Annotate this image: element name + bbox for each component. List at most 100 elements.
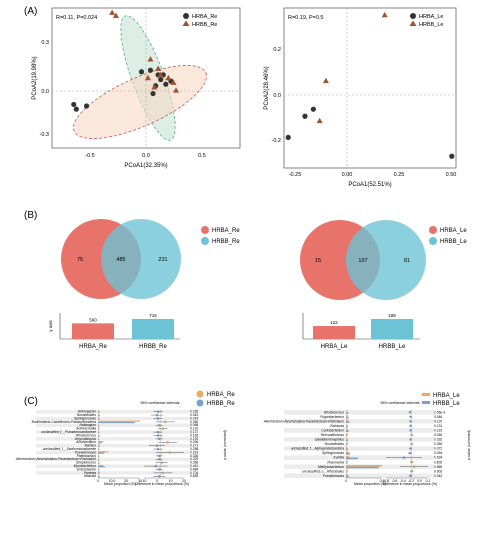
- extbar-re-xlabel-right: Difference in mean proportions (%): [135, 482, 189, 486]
- extbar-re-row-bg-18: [36, 471, 190, 475]
- extbar-le-pvalue-label: p-value (corrected): [467, 430, 471, 459]
- pcoa-le-point-1-0: [381, 11, 388, 18]
- legend-text-hrbb-le: HRBB_Le: [440, 239, 467, 245]
- extbar-re-xtick-right-1: 0: [156, 479, 158, 483]
- venn-le-circle-b: [346, 220, 426, 300]
- pcoa-le-ytick-0: 0.2: [273, 47, 281, 53]
- extbar-le-pvalue-0: 2.56e-3: [434, 410, 445, 414]
- extbar-le-xlabel-left: Mean proportion (%): [354, 482, 386, 486]
- extbar-le-row-bg-14: [284, 473, 434, 478]
- ext-legend-swatch-hrba-le: [422, 393, 430, 396]
- extbar-re-bar-a-13: [98, 454, 100, 456]
- pcoa-re-point-0-9: [150, 90, 156, 97]
- extbar-le-bar-a-9: [346, 451, 349, 453]
- extbar-re-bar-b-12: [98, 452, 105, 454]
- extbar-re-pvalue-8: 0.193: [190, 437, 198, 441]
- extbar-le-pvalue-5: 0.260: [434, 433, 442, 437]
- extbar-re-xtick-right-0: -10: [142, 479, 147, 483]
- venn-re-bar-0: [72, 323, 114, 339]
- extbar-re-bar-b-14: [98, 459, 100, 461]
- extbar-re-diff-point-14: [158, 458, 161, 461]
- pcoa-le-annotation: R=0.19, P=0.5: [288, 15, 323, 21]
- ext-legend-text-hrba-re: HRBA_Re: [207, 392, 235, 398]
- extbar-re-bar-b-16: [98, 466, 105, 468]
- ext-legend-text-hrbb-le: HRBB_Le: [433, 401, 460, 407]
- extbar-le-bar-a-7: [346, 442, 348, 444]
- pcoa-re-point-1-9: [144, 74, 151, 81]
- pcoa-re-point-1-2: [147, 56, 154, 62]
- extbar-le-xtick-left-1: 0.5: [380, 479, 385, 483]
- legend-text-hrbb-re: HRBB_Re: [212, 239, 240, 245]
- extbar-le-category-2: Allorhizobium-Neorhizobium-Pararhizobium…: [263, 419, 345, 423]
- extbar-re-diff-point-2: [156, 417, 160, 420]
- extbar-re-pvalue-1: 0.042: [190, 413, 198, 417]
- extbar-re-pvalue-label: p-value (corrected): [223, 430, 227, 459]
- venn-re-bar-1: [132, 319, 174, 339]
- pcoa-re-point-0-4: [147, 67, 154, 73]
- extbar-re-category-15: Streptomyces: [76, 461, 97, 465]
- pcoa-re-ylabel: PCoA2(19.98%): [32, 56, 38, 99]
- extbar-re-pvalue-0: 0.028: [190, 410, 198, 414]
- extbar-re-diff-point-10: [155, 444, 159, 447]
- pcoa-le-chart: R=0.19, P=0.5 HRBA_Le HRBB_Le -0.25 0.00…: [264, 7, 457, 188]
- extbar-re-pvalue-16: 0.461: [190, 464, 198, 468]
- extbar-re-chart: HRBA_Re HRBB_Re 95% confidence intervals…: [15, 390, 235, 486]
- extbar-le-pvalue-3: 0.131: [434, 424, 442, 428]
- extbar-le-diff-point-0: [408, 411, 412, 414]
- extbar-re-diff-point-1: [155, 413, 159, 417]
- pcoa-re-point-0-1: [73, 106, 79, 112]
- extbar-re-bar-a-3: [98, 420, 140, 422]
- venn-re-bar-label-0: 560: [89, 317, 97, 322]
- legend-label-hrba-re: HRBA_Re: [192, 14, 217, 20]
- extbar-le-xtick-left-0: 0: [345, 479, 347, 483]
- extbar-le-pvalue-10: 0.534: [434, 456, 442, 460]
- extbar-le-diff-point-7: [410, 442, 413, 446]
- pcoa-re-annotation: R=0.11, P=0.024: [56, 15, 97, 21]
- extbar-le-diff-point-6: [409, 438, 412, 441]
- extbar-le-bar-b-11: [346, 462, 348, 464]
- extbar-re-diff-point-19: [158, 475, 161, 478]
- extbar-le-category-14: Pseudomonas: [323, 474, 344, 478]
- pcoa-le-point-1-1: [322, 77, 329, 84]
- extbar-le-diff-point-14: [409, 474, 412, 477]
- pcoa-le-ytick-2: -0.2: [272, 138, 281, 144]
- venn-le-bar-0: [313, 326, 355, 339]
- extbar-re-row-bg-2: [36, 416, 190, 421]
- pcoa-re-point-1-1: [112, 12, 119, 18]
- venn-re-bar-ylabel: y axis: [48, 320, 53, 332]
- extbar-le-bar-b-0: [346, 412, 349, 414]
- extbar-re-bar-b-10: [98, 445, 100, 447]
- extbar-re-pvalue-3: 0.050: [190, 420, 198, 424]
- extbar-re-bar-b-19: [98, 476, 100, 478]
- extbar-le-bar-a-5: [346, 433, 348, 435]
- ext-legend-swatch-hrbb-le: [422, 401, 430, 404]
- extbar-le-diff-point-1: [409, 415, 412, 418]
- extbar-re-bar-b-15: [98, 462, 100, 464]
- extbar-re-bar-a-18: [98, 471, 101, 473]
- extbar-le-pvalue-6: 0.332: [434, 438, 442, 442]
- extbar-re-xtick-left-2: 20: [124, 479, 128, 483]
- extbar-re-category-1: Nocardioides: [77, 413, 97, 417]
- extbar-le-xtick-right-4: 0.0: [417, 479, 422, 483]
- extbar-le-bar-b-12: [346, 466, 379, 469]
- extbar-le-pvalue-12: 0.889: [434, 465, 442, 469]
- extbar-re-bar-b-4: [98, 425, 100, 427]
- extbar-le-xtick-right-0: -0.8: [383, 479, 389, 483]
- extbar-le-bar-a-14: [346, 474, 348, 476]
- extbar-re-bar-a-6: [98, 430, 100, 433]
- legend-label-hrbb-re: HRBB_Re: [192, 22, 217, 28]
- extbar-re-diff-point-12: [168, 451, 172, 454]
- ext-legend-text-hrba-le: HRBA_Le: [433, 393, 460, 399]
- pcoa-le-point-0-2: [310, 106, 316, 112]
- extbar-le-bar-b-5: [346, 434, 348, 437]
- extbar-re-bar-a-10: [98, 444, 100, 446]
- venn-re-shared: 485: [116, 257, 125, 263]
- pcoa-re-point-1-0: [109, 9, 116, 15]
- pcoa-re-chart: R=0.11, P=0.024 HRBA_Re HRBB_Re -0.5 0.0…: [32, 7, 241, 169]
- extbar-re-pvalue-11: 0.298: [190, 447, 198, 451]
- extbar-re-bar-a-2: [98, 417, 100, 419]
- extbar-le-bar-a-11: [346, 460, 348, 463]
- pcoa-le-points: [285, 11, 455, 159]
- extbar-le-category-1: Frigoribacterium: [320, 415, 344, 419]
